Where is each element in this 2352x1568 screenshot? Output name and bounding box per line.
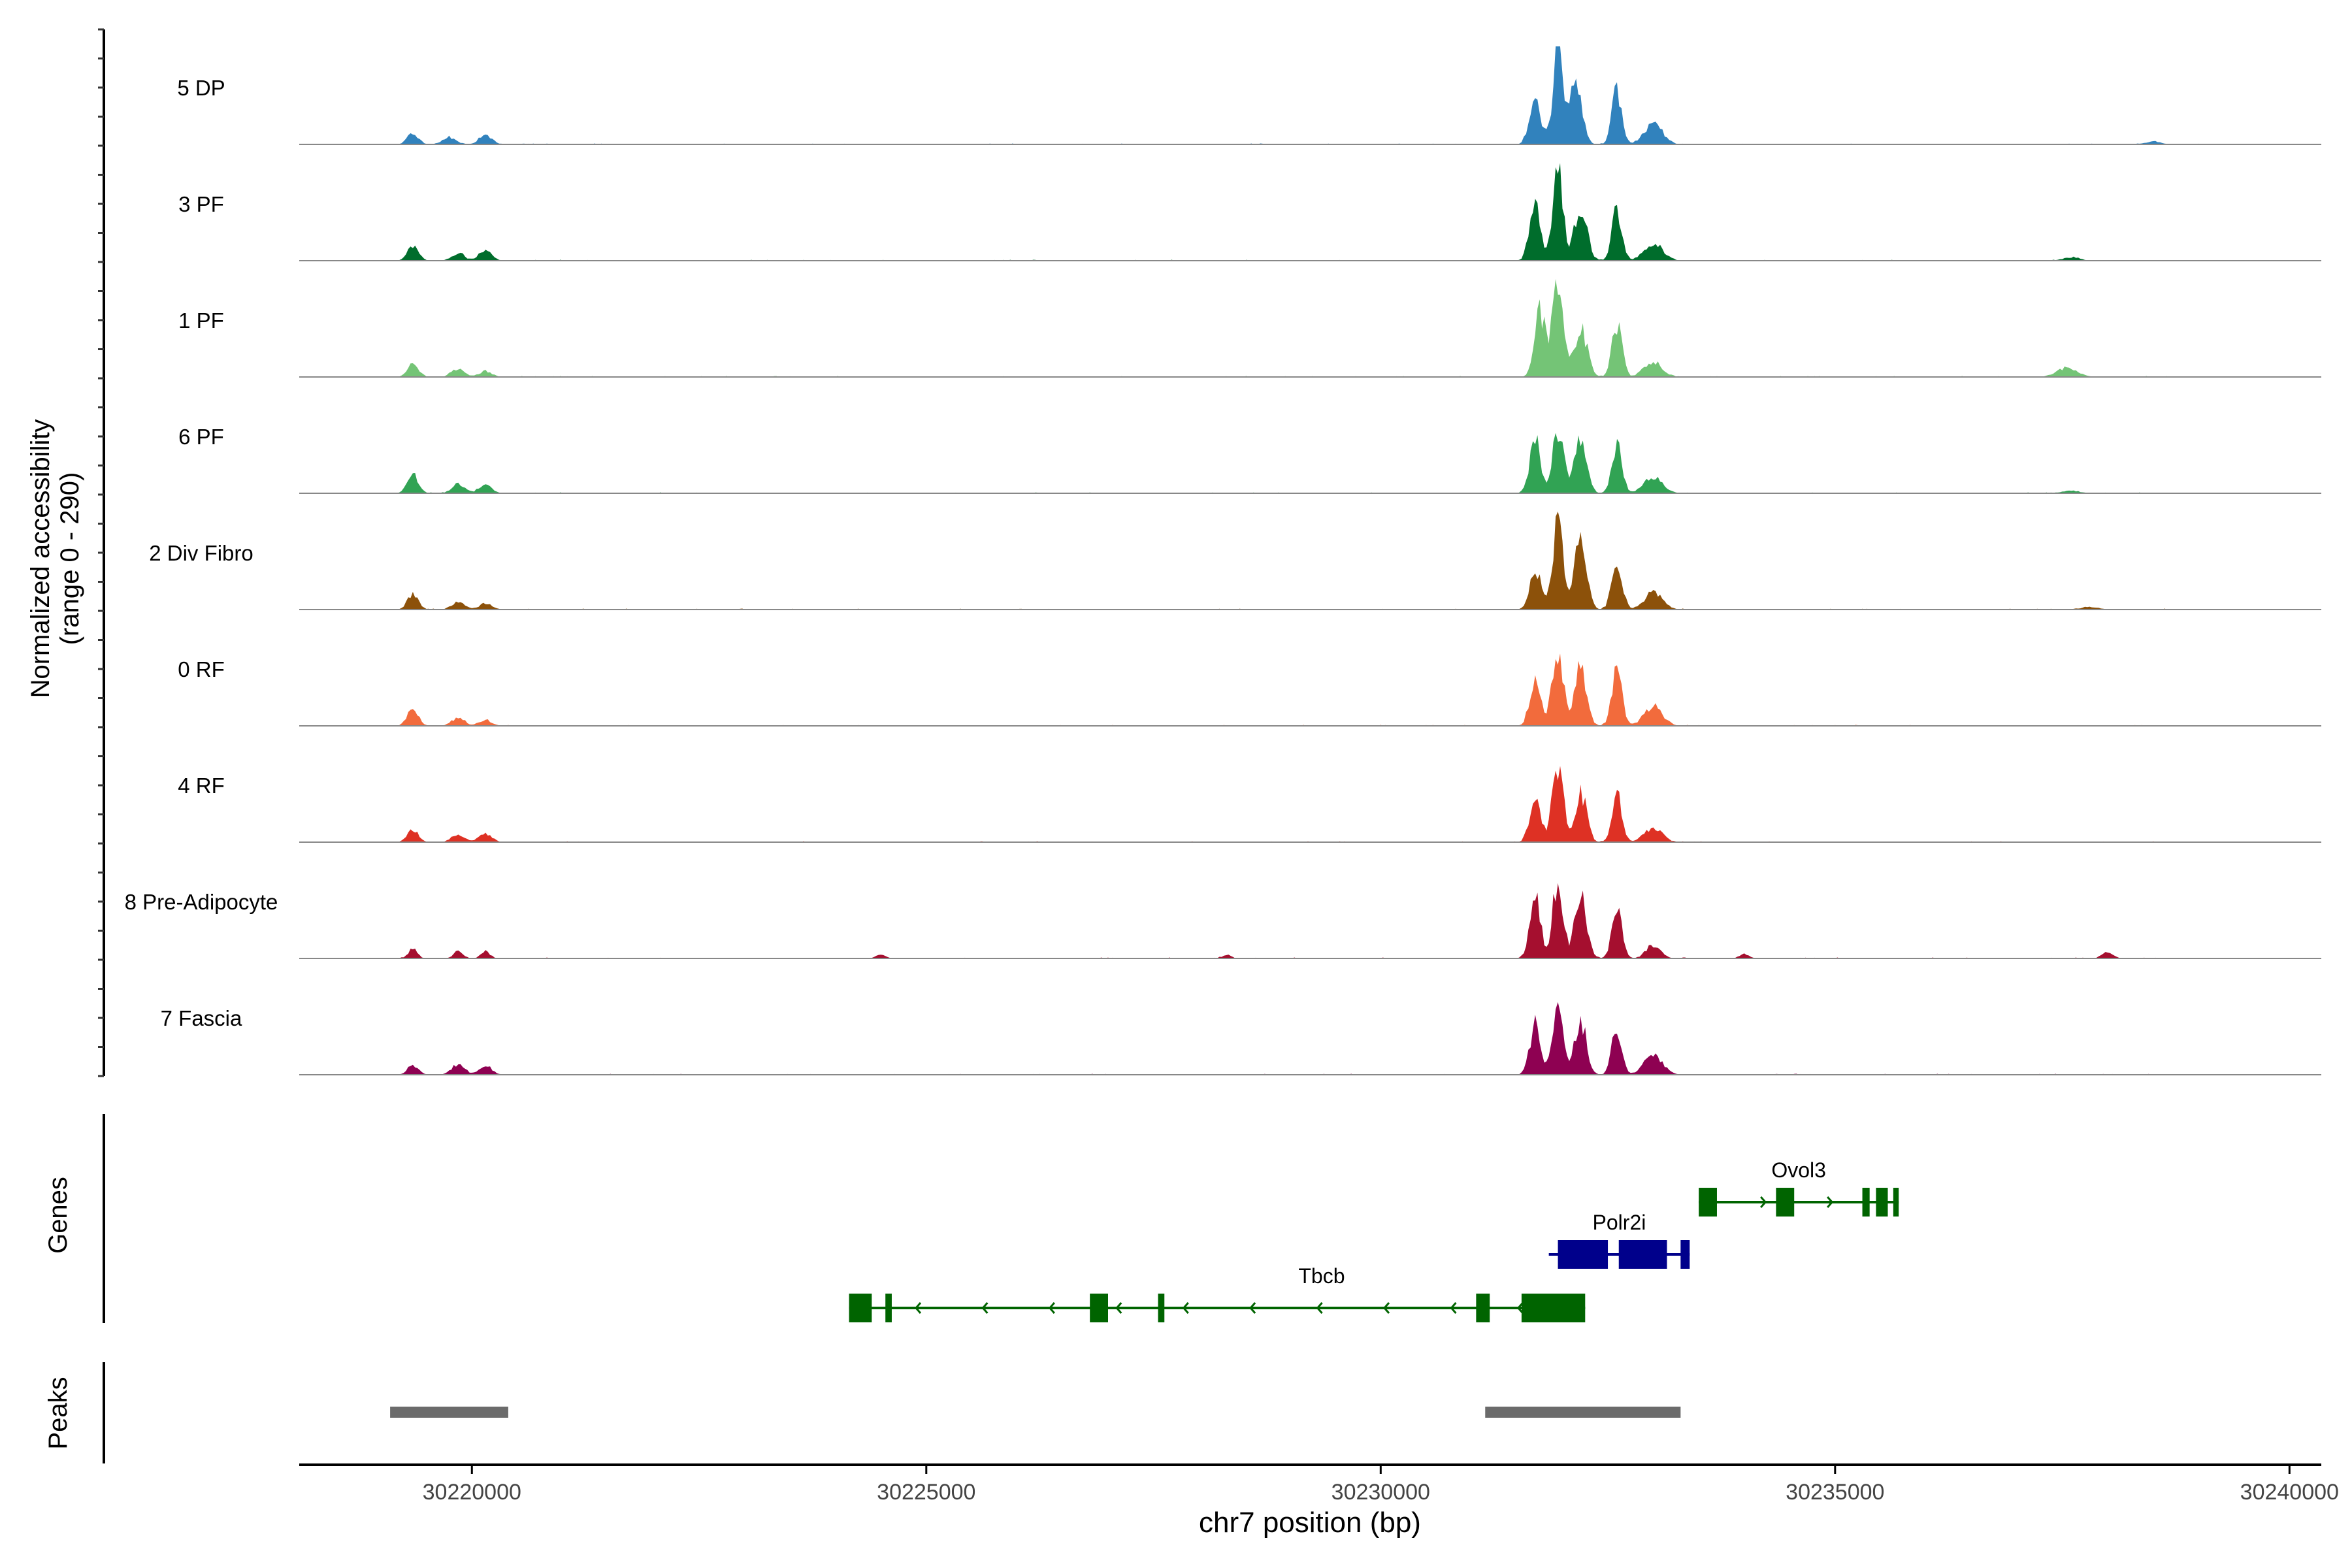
gene-polr2i: Polr2i — [1548, 1211, 1690, 1269]
y-axis-label-line2: (range 0 - 290) — [56, 472, 84, 645]
exon — [1476, 1294, 1490, 1322]
track-label: 7 Fascia — [161, 1006, 242, 1030]
strand-arrow — [1249, 1302, 1256, 1314]
exon — [1558, 1240, 1609, 1269]
strand-arrow — [1382, 1302, 1390, 1314]
track-7-fascia: 7 Fascia — [161, 1002, 2321, 1075]
track-label: 8 Pre-Adipocyte — [125, 890, 278, 914]
track-label: 3 PF — [178, 192, 224, 216]
y-axis-label-line1: Normalized accessibility — [26, 419, 55, 698]
coverage-area — [390, 1002, 2217, 1075]
track-0-rf: 0 RF — [178, 653, 2321, 727]
gene-ovol3: Ovol3 — [1699, 1158, 1899, 1217]
gene-label: Ovol3 — [1771, 1158, 1826, 1182]
coverage-area — [390, 163, 2217, 261]
strand-arrow — [1760, 1196, 1767, 1208]
gene-track: Ovol3 Polr2i Tbcb — [849, 1158, 1899, 1322]
coverage-area — [390, 279, 2217, 377]
strand-arrow — [1450, 1302, 1457, 1314]
strand-arrow — [981, 1302, 988, 1314]
track-2-div-fibro: 2 Div Fibro — [149, 512, 2321, 610]
coverage-area — [390, 883, 2217, 958]
exon — [1090, 1294, 1108, 1322]
strand-arrow — [914, 1302, 922, 1314]
coverage-tracks: 5 DP 3 PF 1 PF 6 PF 2 Div Fibro 0 RF 4 RF 8 Pre… — [125, 46, 2321, 1075]
coverage-area — [390, 433, 2217, 493]
exon — [1776, 1188, 1795, 1217]
strand-arrow — [1115, 1302, 1122, 1314]
coverage-area — [390, 512, 2217, 610]
gene-label: Tbcb — [1298, 1264, 1345, 1288]
x-tick-label: 30230000 — [1331, 1480, 1430, 1505]
exon — [849, 1294, 872, 1322]
peak-region — [390, 1407, 508, 1418]
x-tick-label: 30235000 — [1786, 1480, 1884, 1505]
strand-arrow — [1048, 1302, 1055, 1314]
coverage-area — [390, 653, 2217, 726]
track-label: 6 PF — [178, 425, 224, 449]
exon — [885, 1294, 892, 1322]
coverage-area — [390, 766, 2217, 842]
peak-region — [1485, 1407, 1681, 1418]
x-axis-label: chr7 position (bp) — [1199, 1507, 1421, 1539]
peak-track — [390, 1407, 1681, 1418]
strand-arrow — [1182, 1302, 1189, 1314]
exon — [1876, 1188, 1888, 1217]
exon — [1680, 1240, 1690, 1269]
x-tick-label: 30220000 — [423, 1480, 521, 1505]
gene-label: Polr2i — [1593, 1211, 1646, 1234]
x-tick-label: 30240000 — [2240, 1480, 2339, 1505]
track-5-dp: 5 DP — [177, 46, 2321, 145]
exon — [1893, 1188, 1899, 1217]
track-label: 5 DP — [177, 76, 225, 100]
exon — [1618, 1240, 1667, 1269]
peaks-track-label: Peaks — [44, 1377, 73, 1449]
gene-tbcb: Tbcb — [849, 1264, 1586, 1322]
y-axis-bracket — [98, 28, 105, 1077]
track-6-pf: 6 PF — [178, 425, 2321, 494]
coverage-area — [390, 46, 2217, 144]
strand-arrow — [1316, 1302, 1323, 1314]
exon — [1862, 1188, 1870, 1217]
track-label: 2 Div Fibro — [149, 541, 253, 565]
track-label: 0 RF — [178, 657, 225, 681]
track-label: 1 PF — [178, 308, 224, 333]
exon — [1521, 1294, 1586, 1322]
track-8-pre-adipocyte: 8 Pre-Adipocyte — [125, 883, 2321, 959]
strand-arrow — [1516, 1302, 1524, 1314]
strand-arrow — [1827, 1196, 1834, 1208]
track-1-pf: 1 PF — [178, 279, 2321, 378]
track-label: 4 RF — [178, 774, 225, 798]
x-axis: 30220000 30225000 30230000 30235000 30240000 — [299, 1463, 2339, 1505]
track-4-rf: 4 RF — [178, 766, 2321, 843]
genes-track-label: Genes — [44, 1177, 73, 1254]
exon — [1699, 1188, 1717, 1217]
exon — [1158, 1294, 1165, 1322]
x-tick-label: 30225000 — [877, 1480, 975, 1505]
track-3-pf: 3 PF — [178, 163, 2321, 261]
